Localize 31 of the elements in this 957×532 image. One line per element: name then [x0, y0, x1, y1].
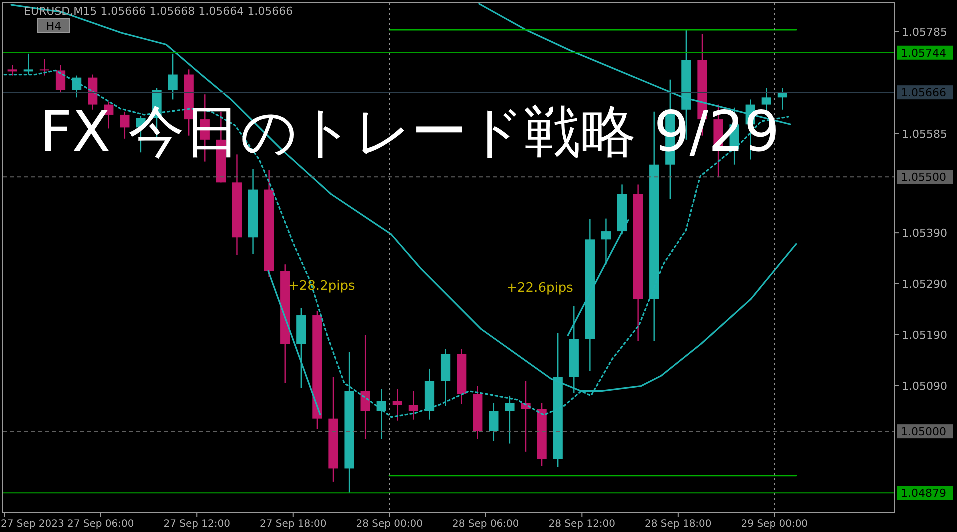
candlestick [40, 58, 50, 76]
x-tick-label: 27 Sep 18:00 [260, 519, 327, 530]
x-tick-label: 28 Sep 18:00 [645, 519, 712, 530]
candlestick [8, 64, 18, 76]
x-tick-label: 28 Sep 06:00 [452, 519, 520, 530]
candlestick [489, 402, 499, 442]
x-tick-label: 29 Sep 00:00 [741, 519, 808, 530]
ref-line-label: 1.05500 [901, 171, 946, 184]
candlestick [360, 334, 370, 440]
y-tick-label: 1.05785 [902, 26, 948, 40]
ref-line-label: 1.04879 [901, 487, 946, 500]
x-tick-label: 27 Sep 12:00 [164, 519, 230, 530]
x-tick-label: 27 Sep 2023 [1, 519, 64, 530]
annotation: H4 [46, 20, 62, 33]
y-tick-label: 1.05190 [902, 328, 948, 342]
ref-line-label: 1.05000 [901, 426, 946, 439]
annotation: +22.6pips [506, 281, 574, 296]
candlestick [168, 53, 178, 100]
x-tick-label: 28 Sep 12:00 [548, 519, 616, 530]
candlestick [56, 64, 66, 93]
x-tick-label: 28 Sep 00:00 [356, 519, 424, 530]
y-tick-label: 1.05585 [902, 128, 948, 141]
y-tick-label: 1.05390 [902, 227, 948, 240]
y-tick-label: 1.05290 [902, 278, 948, 291]
ref-line-label: 1.05666 [901, 86, 946, 100]
candlestick [120, 111, 130, 140]
ref-line-label: 1.05744 [901, 46, 946, 60]
candlestick [392, 388, 402, 422]
x-tick-label: 27 Sep 06:00 [67, 519, 134, 530]
candlestick [408, 390, 419, 420]
y-tick-label: 1.05090 [902, 380, 948, 393]
